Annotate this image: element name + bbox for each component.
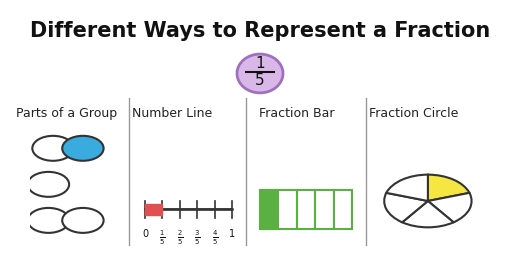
Text: 1: 1 [229, 229, 236, 239]
Wedge shape [402, 201, 453, 227]
Wedge shape [428, 175, 470, 201]
Text: Parts of a Group: Parts of a Group [16, 107, 118, 120]
Text: $\frac{2}{5}$: $\frac{2}{5}$ [177, 229, 183, 247]
Bar [315, 190, 334, 229]
Text: Number Line: Number Line [133, 107, 213, 120]
Text: Fraction Circle: Fraction Circle [369, 107, 459, 120]
Bar [334, 190, 352, 229]
Circle shape [32, 136, 74, 161]
Text: Fraction Bar: Fraction Bar [259, 107, 334, 120]
Bar [260, 190, 278, 229]
Circle shape [28, 172, 69, 197]
Text: $\frac{1}{5}$: $\frac{1}{5}$ [159, 229, 166, 247]
Circle shape [62, 208, 103, 233]
Wedge shape [428, 193, 472, 222]
Text: 5: 5 [255, 73, 265, 88]
Circle shape [28, 208, 69, 233]
Bar [278, 190, 297, 229]
Bar [145, 204, 162, 215]
Text: 1: 1 [255, 56, 265, 71]
Text: $\frac{3}{5}$: $\frac{3}{5}$ [194, 229, 201, 247]
Wedge shape [384, 193, 428, 222]
Bar [297, 190, 315, 229]
Text: 0: 0 [142, 229, 148, 239]
Text: Different Ways to Represent a Fraction: Different Ways to Represent a Fraction [30, 21, 490, 41]
Text: $\frac{4}{5}$: $\frac{4}{5}$ [212, 229, 218, 247]
Wedge shape [386, 175, 428, 201]
Circle shape [62, 136, 103, 161]
Ellipse shape [237, 54, 283, 93]
